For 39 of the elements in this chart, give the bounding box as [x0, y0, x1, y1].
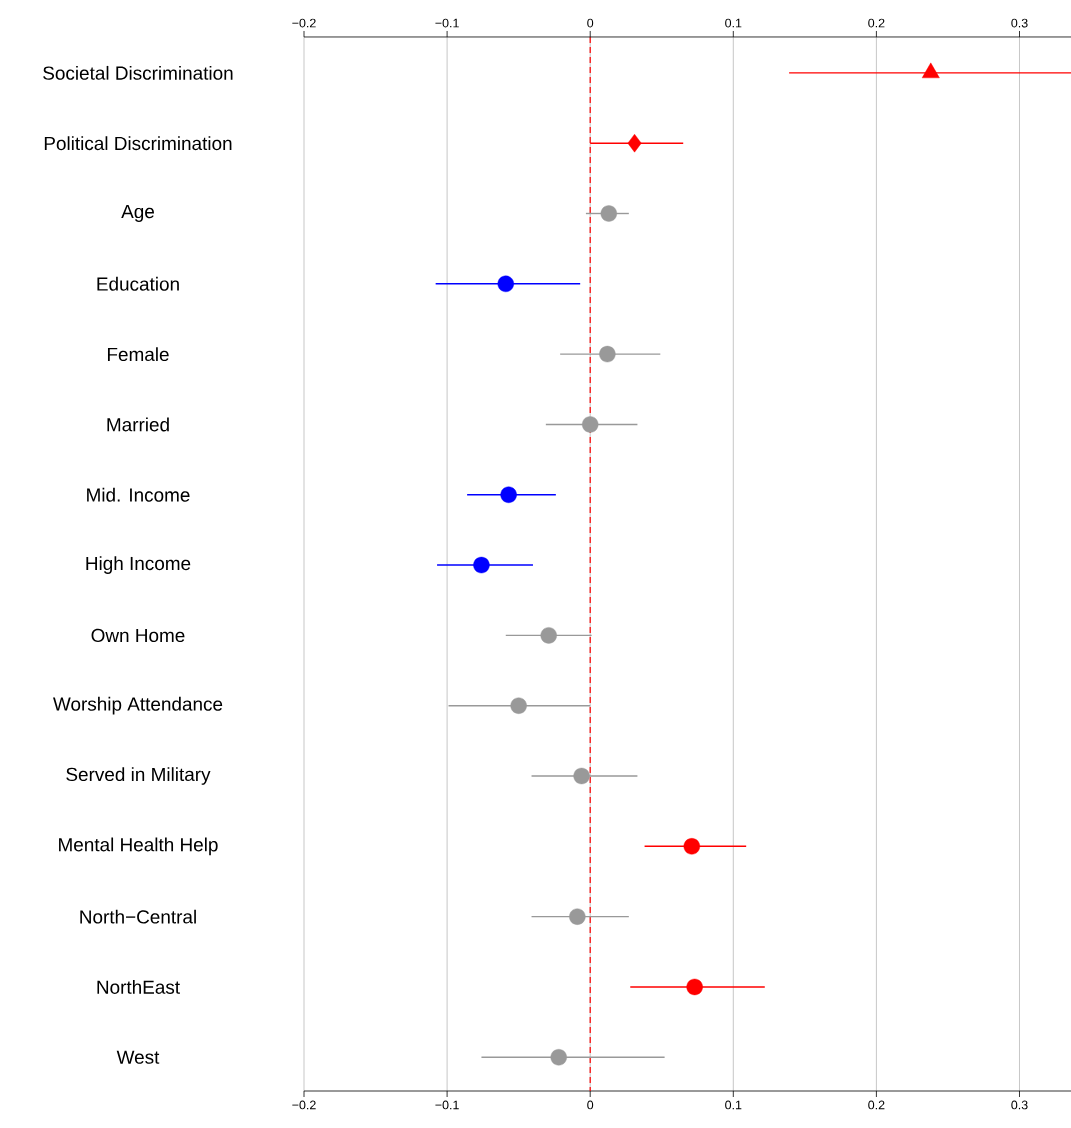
y-tick-label: Education — [97, 276, 179, 291]
x-tick-label: 0.2 — [868, 1100, 885, 1110]
point — [569, 908, 586, 925]
y-tick-label: Political Discrimination — [44, 136, 232, 151]
point — [510, 697, 527, 714]
point — [599, 345, 616, 363]
y-tick-label: Societal Discrimination — [43, 65, 233, 80]
x-tick-label: 0 — [587, 1100, 594, 1110]
point — [497, 275, 514, 293]
point — [550, 1049, 567, 1066]
x2-tick-label: −0.2 — [292, 18, 316, 28]
y-tick-label: NorthEast — [97, 980, 180, 994]
y-tick-label: Female — [107, 347, 169, 362]
x2-tick-label: 0.3 — [1011, 18, 1028, 28]
x2-tick-label: −0.1 — [435, 18, 459, 28]
x-tick-label: −0.2 — [292, 1100, 316, 1110]
x2-tick-label: 0.1 — [725, 18, 742, 28]
point — [500, 486, 517, 503]
point — [473, 556, 490, 574]
y-tick-label: West — [116, 1050, 160, 1064]
point — [573, 767, 590, 785]
y-tick-label: Worship Attendance — [53, 696, 223, 715]
x2-tick-label: 0 — [587, 18, 594, 28]
y-tick-label: High Income — [86, 556, 191, 574]
point — [627, 133, 642, 153]
point — [600, 205, 617, 222]
point — [582, 416, 599, 433]
y-tick-label: Married — [107, 417, 169, 432]
y-tick-label: Mid. Income — [87, 487, 190, 502]
y-tick-label: North−Central — [80, 909, 196, 924]
y-tick-label: Own Home — [91, 628, 185, 643]
x-tick-label: −0.1 — [435, 1100, 459, 1110]
y-tick-label: Age — [121, 205, 154, 222]
x-tick-label: 0.3 — [1011, 1100, 1028, 1110]
point — [540, 627, 557, 644]
y-tick-label: Mental Health Help — [59, 837, 218, 856]
x-tick-label: 0.1 — [725, 1100, 742, 1110]
y-tick-label: Served in Military — [66, 767, 211, 785]
x2-tick-label: 0.2 — [868, 18, 885, 28]
